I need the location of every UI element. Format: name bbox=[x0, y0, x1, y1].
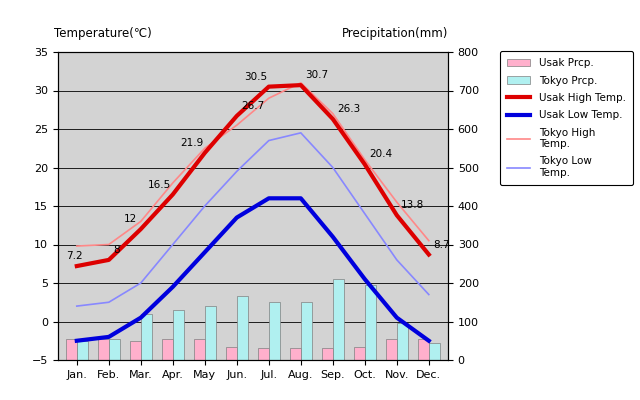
Bar bbox=[417, 339, 429, 360]
Bar bbox=[397, 324, 408, 360]
Text: 20.4: 20.4 bbox=[369, 150, 392, 160]
Bar bbox=[269, 302, 280, 360]
Bar bbox=[353, 346, 365, 360]
Bar bbox=[162, 339, 173, 360]
Text: 30.7: 30.7 bbox=[305, 70, 328, 80]
Text: 7.2: 7.2 bbox=[66, 251, 83, 261]
Bar bbox=[301, 302, 312, 360]
Bar bbox=[77, 341, 88, 360]
Bar bbox=[97, 339, 109, 360]
Bar bbox=[237, 296, 248, 360]
Text: 21.9: 21.9 bbox=[180, 138, 203, 148]
Bar bbox=[333, 279, 344, 360]
Bar bbox=[129, 341, 141, 360]
Bar bbox=[385, 339, 397, 360]
Bar bbox=[109, 339, 120, 360]
Bar bbox=[290, 348, 301, 360]
Bar bbox=[141, 314, 152, 360]
Bar bbox=[205, 306, 216, 360]
Text: 8.7: 8.7 bbox=[433, 240, 449, 250]
Bar bbox=[322, 348, 333, 360]
Text: 26.3: 26.3 bbox=[337, 104, 360, 114]
Text: Precipitation(mm): Precipitation(mm) bbox=[342, 27, 448, 40]
Text: 16.5: 16.5 bbox=[148, 180, 171, 190]
Legend: Usak Prcp., Tokyo Prcp., Usak High Temp., Usak Low Temp., Tokyo High
Temp., Toky: Usak Prcp., Tokyo Prcp., Usak High Temp.… bbox=[500, 51, 633, 185]
Text: 26.7: 26.7 bbox=[241, 101, 264, 111]
Bar bbox=[365, 285, 376, 360]
Text: 30.5: 30.5 bbox=[244, 72, 267, 82]
Text: Temperature(℃): Temperature(℃) bbox=[54, 27, 152, 40]
Bar bbox=[258, 348, 269, 360]
Text: 8: 8 bbox=[113, 245, 120, 255]
Bar bbox=[173, 310, 184, 360]
Bar bbox=[429, 343, 440, 360]
Text: 13.8: 13.8 bbox=[401, 200, 424, 210]
Text: 12: 12 bbox=[124, 214, 138, 224]
Bar bbox=[194, 339, 205, 360]
Bar bbox=[226, 346, 237, 360]
Bar bbox=[65, 339, 77, 360]
